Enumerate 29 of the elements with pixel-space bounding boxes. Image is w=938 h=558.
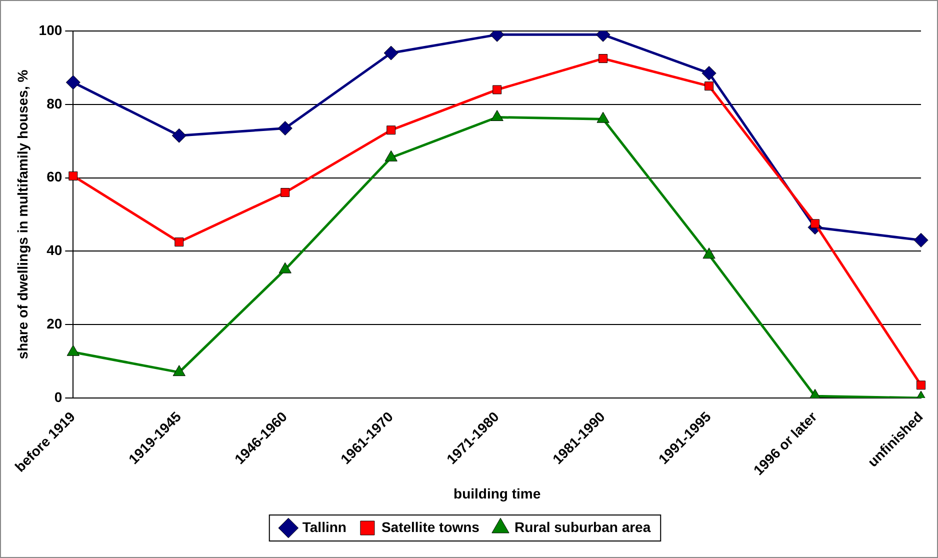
point [68, 171, 78, 180]
y-tick-label: 100 [38, 22, 62, 38]
point [172, 128, 186, 143]
point [598, 54, 608, 64]
legend-label: Rural suburban area [514, 518, 651, 535]
legend-label: Tallinn [302, 518, 346, 535]
point [810, 219, 820, 228]
y-tick-label: 40 [46, 242, 62, 258]
point [914, 232, 928, 248]
x-axis-title: building time [454, 485, 541, 502]
point [174, 238, 184, 247]
y-tick-label: 60 [46, 168, 62, 185]
point [704, 82, 714, 91]
point [172, 365, 186, 376]
point [280, 188, 290, 197]
y-tick-label: 0 [54, 388, 62, 405]
point [702, 248, 716, 259]
point [66, 344, 80, 356]
point [702, 66, 716, 80]
y-axis-title: share of dwellings in multifamily houses, % [14, 69, 30, 360]
point [66, 75, 80, 90]
point [278, 262, 292, 274]
point [278, 121, 292, 136]
legend-label: Satellite towns [381, 518, 480, 535]
point [386, 126, 396, 135]
y-tick-label: 20 [46, 315, 62, 332]
point [492, 85, 502, 94]
y-tick-label: 80 [46, 95, 62, 112]
point [384, 46, 398, 60]
